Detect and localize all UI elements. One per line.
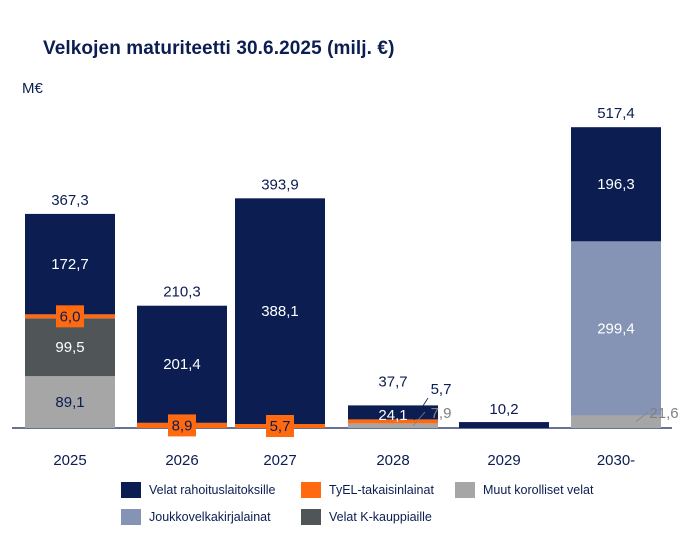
label-tyel-2025: 6,0 xyxy=(60,308,81,325)
leader-muut-2028 xyxy=(412,411,426,426)
total-label-2026: 210,3 xyxy=(163,284,201,301)
x-tick-2027: 2027 xyxy=(263,452,296,469)
label-muut-2025: 89,1 xyxy=(55,394,84,411)
x-tick-2029: 2029 xyxy=(487,452,520,469)
label-tyel-2026: 8,9 xyxy=(172,417,193,434)
total-label-2025: 367,3 xyxy=(51,192,89,209)
bar-rahoitus-2029 xyxy=(459,422,549,428)
bar-rahoitus-2027 xyxy=(235,198,325,424)
y-axis-unit: M€ xyxy=(22,80,43,97)
chart-title: Velkojen maturiteetti 30.6.2025 (milj. €… xyxy=(43,38,395,59)
tyel-callout-2027 xyxy=(266,415,294,437)
bar-rahoitus-2030- xyxy=(571,127,661,242)
x-tick-2026: 2026 xyxy=(165,452,198,469)
x-tick-2025: 2025 xyxy=(53,452,86,469)
x-tick-2030-: 2030- xyxy=(597,452,635,469)
bar-rahoitus-2025 xyxy=(25,213,115,315)
label-rahoitus-2026: 201,4 xyxy=(163,356,201,373)
bar-muut-2030- xyxy=(571,415,661,428)
bar-rahoitus-2028 xyxy=(348,405,438,420)
total-label-2028: 37,7 xyxy=(378,373,407,390)
label-tyel-2027: 5,7 xyxy=(270,418,291,435)
label-muut-2028: 7,9 xyxy=(431,405,452,422)
leader-muut-2030- xyxy=(635,411,649,423)
label-joukko-2030-: 299,4 xyxy=(597,320,635,337)
bar-muut-2028 xyxy=(348,423,438,428)
bar-tyel-2028 xyxy=(348,419,438,424)
total-label-2027: 393,9 xyxy=(261,176,299,193)
x-tick-2028: 2028 xyxy=(376,452,409,469)
bar-muut-2025 xyxy=(25,376,115,428)
label-rahoitus-2028: 24,1 xyxy=(378,407,407,424)
label-rahoitus-2027: 388,1 xyxy=(261,303,299,320)
tyel-callout-2026 xyxy=(168,414,196,437)
label-kkaup-2025: 99,5 xyxy=(55,339,84,356)
label-tyel-2028: 5,7 xyxy=(431,381,452,398)
total-label-2030-: 517,4 xyxy=(597,105,635,122)
bar-joukko-2030- xyxy=(571,241,661,416)
label-rahoitus-2025: 172,7 xyxy=(51,256,89,273)
label-muut-2030-: 21,6 xyxy=(649,405,678,422)
leader-tyel-2028 xyxy=(413,397,429,421)
label-rahoitus-2030-: 196,3 xyxy=(597,176,635,193)
bar-rahoitus-2026 xyxy=(137,305,227,423)
tyel-callout-2025 xyxy=(56,305,84,328)
bar-kkaup-2025 xyxy=(25,318,115,377)
total-label-2029: 10,2 xyxy=(489,401,518,418)
